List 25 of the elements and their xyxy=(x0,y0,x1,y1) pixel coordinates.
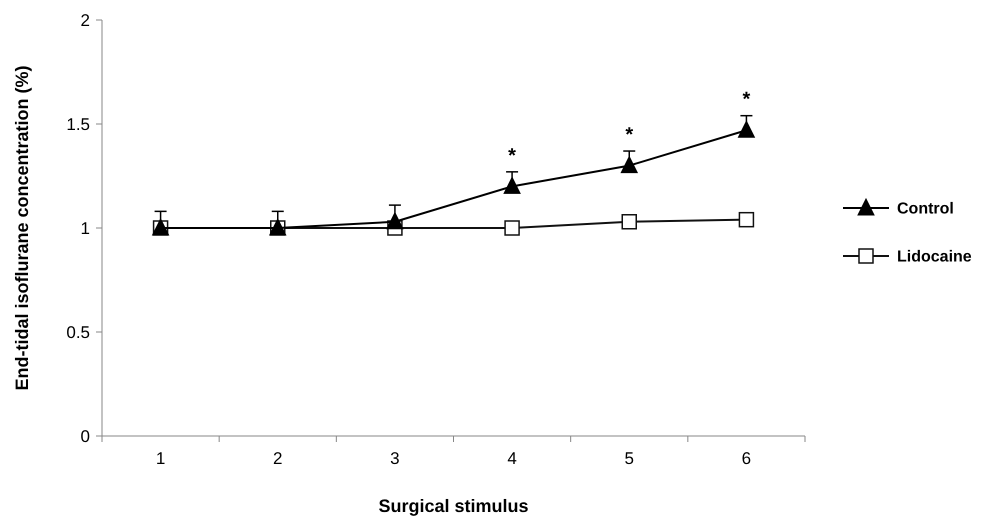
legend-label: Lidocaine xyxy=(897,248,972,266)
y-tick-label: 1.5 xyxy=(66,114,90,134)
legend-label: Control xyxy=(897,200,954,218)
point xyxy=(504,220,520,236)
point xyxy=(622,214,637,230)
point xyxy=(620,156,638,174)
y-tick-label: 0 xyxy=(80,426,90,446)
point xyxy=(386,212,404,230)
x-tick-label: 1 xyxy=(156,449,166,468)
annotation: * xyxy=(508,144,516,167)
y-tick-label: 0.5 xyxy=(66,322,90,342)
x-tick-label: 4 xyxy=(507,449,517,468)
annotation: * xyxy=(742,88,751,111)
x-tick-label: 2 xyxy=(273,449,282,468)
annotation: * xyxy=(625,124,634,146)
point xyxy=(504,176,521,194)
y-axis-title: End-tidal isoflurane concentration (%) xyxy=(12,65,32,391)
x-tick-label: 5 xyxy=(624,449,634,468)
x-tick-label: 3 xyxy=(390,449,400,468)
point xyxy=(738,212,754,228)
y-tick-label: 2 xyxy=(80,10,90,30)
x-tick-label: 6 xyxy=(742,449,752,468)
y-tick-label: 1 xyxy=(80,218,90,238)
point xyxy=(738,120,755,138)
x-axis-title: Surgical stimulus xyxy=(378,496,529,516)
